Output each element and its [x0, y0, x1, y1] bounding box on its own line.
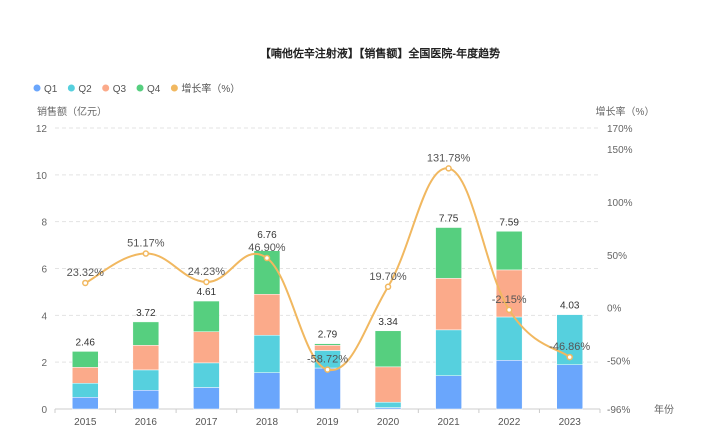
bar-q3-2016: [132, 345, 160, 371]
bar-q1-2017: [193, 387, 220, 410]
bar-q2-2020: [374, 401, 402, 408]
bar-q4-2022: [495, 231, 523, 271]
bar-q2-2021: [435, 329, 462, 376]
total-label: 6.76: [257, 230, 277, 241]
legend-label: Q4: [147, 84, 161, 95]
legend-label: Q1: [44, 84, 58, 95]
bar-q4-2020: [374, 330, 402, 368]
bar-q2-2017: [193, 362, 220, 388]
total-label: 2.79: [318, 330, 338, 341]
y-tick-label: 2: [41, 358, 47, 369]
bar-q1-2019: [314, 367, 341, 410]
data-labels: 2.46 3.72 4.61 6.76 2.79 3.34 7.75 7.59 4.03 23.3…: [67, 152, 591, 365]
y2-tick-label: 100%: [607, 198, 633, 209]
x-tick-label: 2019: [316, 417, 339, 428]
growth-label: 131.78%: [427, 152, 471, 164]
x-tick-label: 2023: [559, 417, 582, 428]
bar-q4-2016: [132, 321, 160, 346]
legend-marker-2: [102, 84, 110, 92]
total-label: 3.72: [136, 308, 156, 319]
legend-marker-3: [136, 84, 144, 92]
y2-tick-label: 0%: [607, 304, 622, 315]
bar-q3-2015: [72, 367, 99, 384]
growth-point-2017: [203, 278, 210, 286]
y-tick-label: 4: [41, 311, 47, 322]
legend-marker-4: [170, 84, 178, 92]
y-tick-label: 8: [41, 218, 47, 229]
legend-label: 增长率（%）: [181, 82, 240, 95]
growth-point-2021: [445, 165, 452, 172]
legend-label: Q2: [78, 84, 92, 95]
bar-q4-2019: [314, 343, 341, 346]
legend-label: Q3: [113, 84, 127, 95]
growth-point-2022: [505, 306, 513, 314]
y-tick-label: 6: [41, 265, 47, 276]
bar-q3-2017: [193, 331, 220, 364]
legend: Q1 Q2 Q3 Q4 增长率（%）: [33, 82, 240, 95]
growth-label: 23.32%: [67, 267, 105, 279]
growth-label: -58.72%: [307, 354, 348, 366]
total-label: 4.03: [560, 301, 580, 312]
chart-title: 【喃他佐辛注射液】【销售额】全国医院-年度趋势: [260, 46, 500, 60]
growth-point-2023: [566, 353, 573, 361]
growth-point-2019: [324, 366, 331, 373]
bar-q2-2016: [132, 369, 160, 391]
bar-q3-2018: [253, 294, 281, 336]
growth-point-2015: [82, 279, 89, 287]
bar-q1-2015: [72, 397, 99, 410]
total-label: 7.59: [499, 217, 519, 228]
total-label: 2.46: [76, 337, 96, 348]
x-tick-label: 2016: [135, 417, 158, 428]
y2-tick-label: -96%: [607, 405, 630, 416]
y2-tick-label: -50%: [607, 356, 630, 367]
legend-marker-0: [33, 84, 41, 92]
y-axis-label: 销售额（亿元）: [37, 105, 107, 118]
x-tick-label: 2021: [437, 417, 460, 428]
total-label: 4.61: [197, 287, 217, 298]
y-tick-label: 0: [41, 405, 47, 416]
growth-line: [84, 167, 571, 371]
bar-q1-2018: [253, 372, 281, 410]
growth-label: 51.17%: [127, 238, 165, 250]
y2-tick-label: 170%: [607, 124, 633, 135]
x-axis-label: 年份: [654, 403, 674, 416]
legend-marker-1: [67, 84, 75, 92]
x-tick-label: 2022: [498, 417, 521, 428]
bar-q4-2017: [193, 300, 220, 332]
bar-q1-2016: [132, 390, 160, 410]
total-label: 7.75: [439, 214, 459, 225]
growth-label: 19.70%: [369, 271, 407, 283]
bar-q1-2022: [495, 360, 523, 410]
bar-q3-2020: [374, 366, 402, 403]
growth-label: -2.15%: [492, 294, 527, 306]
bar-q3-2021: [435, 278, 462, 331]
x-tick-label: 2017: [195, 417, 218, 428]
bar-q4-2015: [72, 351, 99, 368]
y2-axis-label: 增长率（%）: [596, 105, 655, 118]
bar-q3-2019: [314, 345, 341, 351]
y-tick-label: 12: [36, 124, 48, 135]
growth-point-2020: [384, 283, 392, 291]
growth-label: 46.90%: [248, 242, 286, 254]
x-tick-label: 2018: [256, 417, 279, 428]
growth-point-2016: [142, 250, 150, 257]
total-label: 3.34: [378, 317, 398, 328]
y2-tick-label: 50%: [607, 251, 627, 262]
bar-q1-2021: [435, 375, 462, 410]
y-tick-label: 10: [36, 171, 48, 182]
bar-q2-2022: [495, 316, 523, 361]
x-tick-label: 2020: [377, 417, 400, 428]
bar-q1-2023: [556, 364, 583, 410]
y2-tick-label: 150%: [607, 145, 633, 156]
x-tick-label: 2015: [74, 417, 97, 428]
bar-q2-2018: [253, 334, 281, 373]
growth-label: 24.23%: [188, 266, 226, 278]
bars: [72, 227, 583, 410]
growth-series: [82, 165, 573, 373]
bar-q2-2015: [72, 382, 99, 398]
growth-label: -46.86%: [549, 341, 590, 353]
bar-q4-2021: [435, 227, 462, 279]
growth-point-2018: [263, 254, 271, 262]
